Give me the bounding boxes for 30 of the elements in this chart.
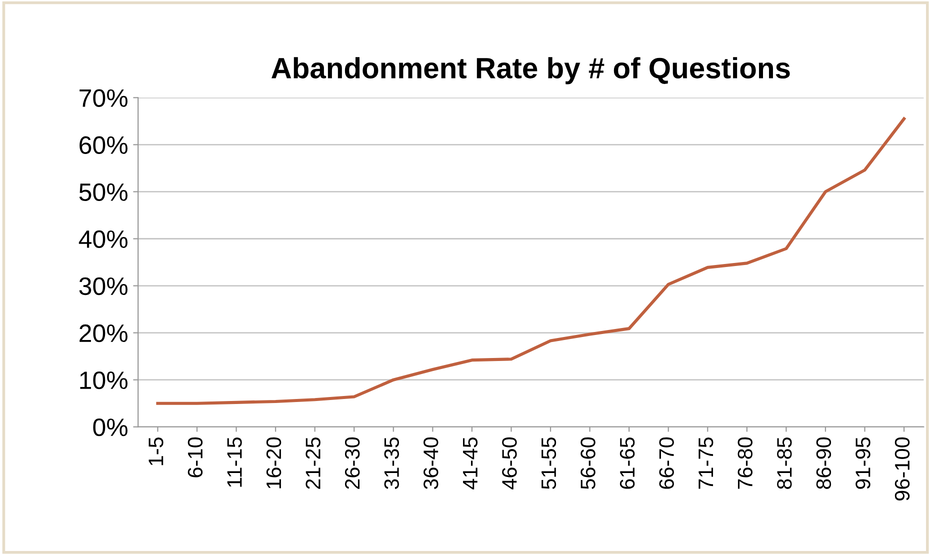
x-tick-label: 86-90	[816, 437, 832, 489]
y-tick-label: 30%	[79, 277, 128, 296]
y-tick-label: 0%	[93, 418, 128, 436]
x-tick-label: 26-30	[344, 437, 360, 489]
x-tick-label: 16-20	[266, 437, 282, 488]
x-tick-label: 76-80	[738, 437, 753, 489]
y-tick-label: 70%	[80, 89, 128, 107]
x-tick-label: 1-5	[148, 437, 164, 466]
x-tick-label: 81-85	[777, 437, 792, 489]
x-tick-label: 71-75	[698, 437, 714, 489]
x-tick-label: 41-45	[463, 437, 478, 490]
x-tick-label: 91-95	[856, 437, 870, 489]
y-tick-label: 50%	[79, 183, 128, 202]
x-tick-label: 61-65	[620, 437, 635, 489]
y-tick-label: 60%	[80, 136, 128, 154]
x-tick-label: 51-55	[542, 437, 556, 490]
x-tick-label: 21-25	[306, 437, 320, 489]
x-tick-label: 6-10	[188, 437, 203, 478]
chart-title: Abandonment Rate by # of Questions	[272, 57, 790, 84]
line-series	[156, 117, 906, 405]
x-tick-label: 11-15	[227, 437, 242, 487]
x-tick-label: 36-40	[424, 437, 438, 490]
x-tick-label: 66-70	[659, 437, 674, 489]
x-tick-label: 96-100	[894, 437, 910, 500]
x-tick-label: 56-60	[580, 437, 596, 490]
x-tick-label: 46-50	[502, 437, 517, 490]
y-tick-label: 20%	[80, 324, 128, 342]
y-tick-label: 10%	[80, 371, 128, 390]
y-tick-label: 40%	[78, 230, 128, 248]
x-tick-label: 31-35	[384, 437, 399, 490]
